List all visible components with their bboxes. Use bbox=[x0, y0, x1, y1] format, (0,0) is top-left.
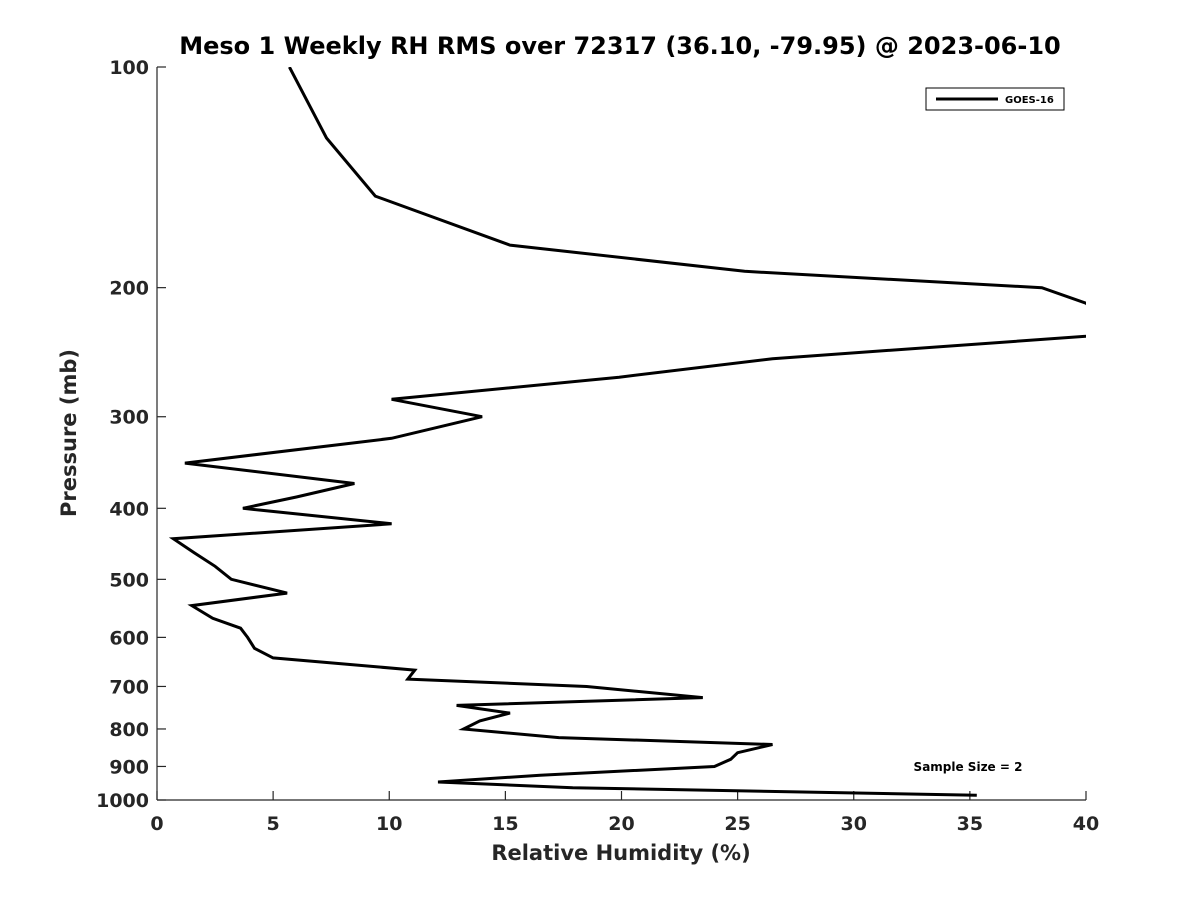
x-tick-label: 25 bbox=[724, 813, 750, 835]
series-line-goes-16 bbox=[168, 67, 1086, 797]
x-tick-label: 30 bbox=[841, 813, 867, 835]
x-tick-label: 15 bbox=[492, 813, 518, 835]
x-tick-label: 0 bbox=[150, 813, 163, 835]
plot-area: 0 5 10 15 20 25 30 35 40 100 200 300 400 500 600 700 80… bbox=[96, 57, 1099, 835]
y-tick-label: 200 bbox=[109, 278, 149, 300]
y-tick-label: 500 bbox=[109, 569, 149, 591]
sample-size-annotation: Sample Size = 2 bbox=[914, 760, 1023, 774]
x-tick-label: 40 bbox=[1073, 813, 1099, 835]
x-tick-label: 20 bbox=[608, 813, 634, 835]
x-tick-label: 10 bbox=[376, 813, 402, 835]
x-ticks: 0 5 10 15 20 25 30 35 40 bbox=[150, 791, 1099, 835]
y-tick-label: 600 bbox=[109, 627, 149, 649]
x-axis-label: Relative Humidity (%) bbox=[491, 841, 750, 865]
x-tick-label: 5 bbox=[267, 813, 280, 835]
x-tick-label: 35 bbox=[957, 813, 983, 835]
y-tick-label: 900 bbox=[109, 756, 149, 778]
y-tick-label: 400 bbox=[109, 498, 149, 520]
y-tick-label: 700 bbox=[109, 676, 149, 698]
legend-label: GOES-16 bbox=[1005, 95, 1054, 106]
y-ticks: 100 200 300 400 500 600 700 800 900 1000 bbox=[96, 57, 166, 812]
y-axis-label: Pressure (mb) bbox=[57, 349, 81, 517]
y-tick-label: 300 bbox=[109, 407, 149, 429]
y-tick-label: 1000 bbox=[96, 790, 149, 812]
y-tick-label: 100 bbox=[109, 57, 149, 79]
y-tick-label: 800 bbox=[109, 719, 149, 741]
legend: GOES-16 bbox=[925, 87, 1065, 111]
chart-title: Meso 1 Weekly RH RMS over 72317 (36.10, … bbox=[179, 32, 1061, 60]
